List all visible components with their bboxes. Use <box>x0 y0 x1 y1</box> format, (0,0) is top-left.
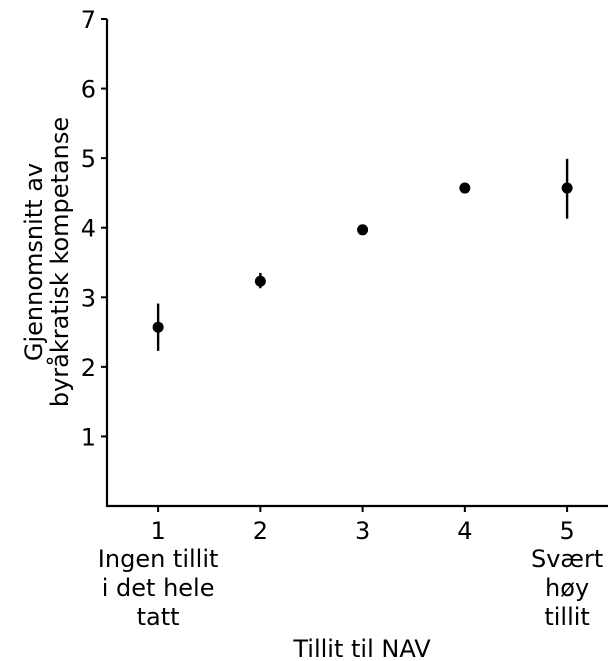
data-point <box>561 182 573 194</box>
y-ticks: 1 2 3 4 5 6 7 <box>81 6 107 451</box>
y-axis-title-line-2: byråkratisk kompetanse <box>45 117 74 407</box>
category-label-line: Svært <box>531 545 603 573</box>
y-tick-label: 7 <box>81 6 96 34</box>
y-axis-title: Gjennomsnitt av byråkratisk kompetanse <box>20 117 74 407</box>
data-marks <box>152 158 573 351</box>
y-tick-label: 6 <box>81 76 96 104</box>
data-point <box>357 224 369 236</box>
category-label-line: tillit <box>544 603 590 631</box>
category-label-line: Ingen tillit <box>98 545 219 573</box>
x-tick-label: 4 <box>457 517 472 545</box>
data-point <box>459 182 471 194</box>
y-tick-label: 3 <box>81 284 96 312</box>
y-tick-label: 2 <box>81 354 96 382</box>
data-point <box>152 321 164 333</box>
x-tick-label: 1 <box>150 517 165 545</box>
y-tick-label: 5 <box>81 145 96 173</box>
category-label-line: høy <box>545 574 589 602</box>
data-point <box>254 275 266 287</box>
y-tick-label: 4 <box>81 215 96 243</box>
axes <box>105 19 608 508</box>
category-label-line: i det hele <box>102 574 215 602</box>
x-ticks: 1 2 3 4 5 <box>150 506 575 545</box>
y-tick-label: 1 <box>81 423 96 451</box>
x-tick-label: 3 <box>355 517 370 545</box>
x-tick-label: 5 <box>559 517 574 545</box>
y-axis-title-line-1: Gjennomsnitt av <box>20 163 48 361</box>
x-axis-title: Tillit til NAV <box>292 635 431 661</box>
category-label-line: tatt <box>137 603 180 631</box>
x-tick-label: 2 <box>253 517 268 545</box>
